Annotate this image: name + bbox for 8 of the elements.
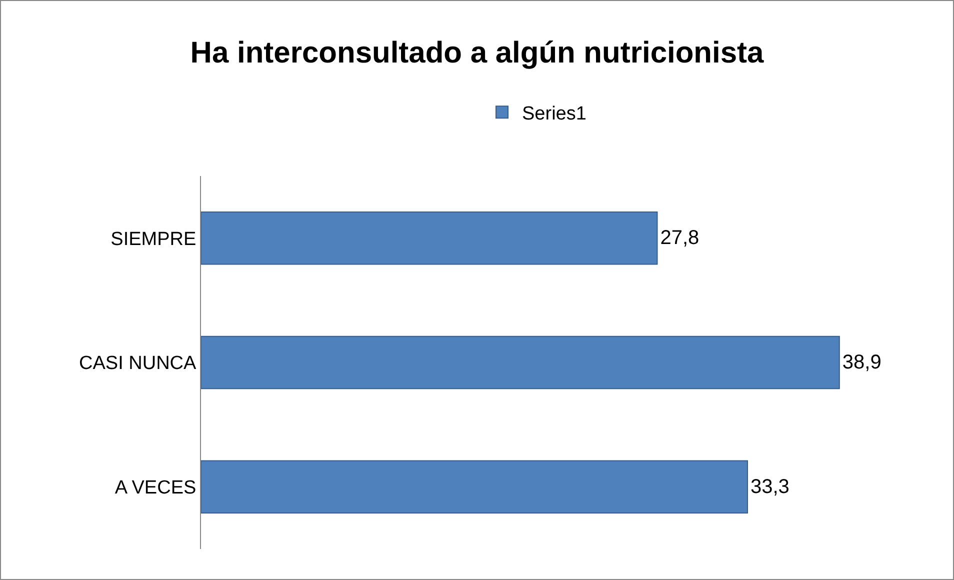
data-label: 38,9 [842, 352, 882, 374]
data-label: 33,3 [750, 476, 790, 498]
y-tick-label: CASI NUNCA [79, 353, 197, 374]
chart-title: Ha interconsultado a algún nutricionista [190, 36, 764, 70]
legend-label: Series1 [522, 104, 586, 124]
y-tick-label: A VECES [114, 477, 196, 498]
data-label: 27,8 [660, 227, 700, 250]
y-tick-label: SIEMPRE [110, 228, 196, 250]
